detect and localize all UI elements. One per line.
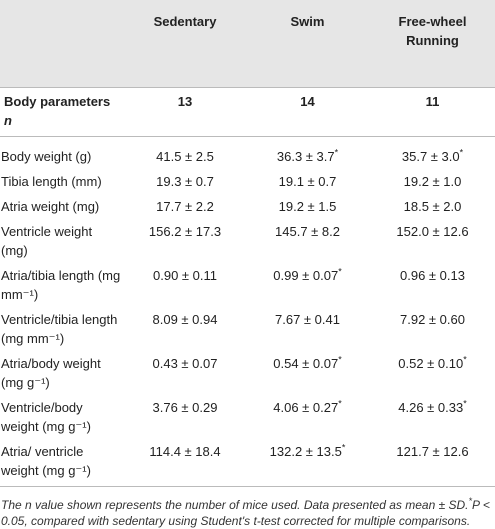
cell-value: 4.06 ± 0.27 [273,400,339,415]
cell-value: 0.90 ± 0.11 [153,268,217,283]
significance-mark: * [338,354,342,365]
table-cell: 0.43 ± 0.07 [125,351,245,395]
cell-value: 7.92 ± 0.60 [400,312,465,327]
table-cell: 0.99 ± 0.07* [245,263,370,307]
cell-value: 114.4 ± 18.4 [149,444,221,459]
row-label: Ventricle weight (mg) [1,224,93,258]
table-cell: 17.7 ± 2.2 [125,194,245,219]
table-row: Tibia length (mm) 19.3 ± 0.7 19.1 ± 0.7 19.… [0,169,495,194]
header-row: Sedentary Swim Free-wheel Running [0,0,495,88]
table-cell: 7.92 ± 0.60 [370,307,495,351]
row-label: Ventricle/body weight (mg g⁻¹) [1,400,91,434]
cell-value: 19.3 ± 0.7 [156,174,214,189]
table-row: Atria/tibia length (mg mm⁻¹) 0.90 ± 0.11 0… [0,263,495,307]
cell-value: 36.3 ± 3.7 [276,149,335,164]
significance-mark: * [341,442,346,453]
footnote: The n value shown represents the number … [0,487,495,529]
table-cell: 156.2 ± 17.3 [125,219,245,263]
table-cell: 8.09 ± 0.94 [125,307,245,351]
column-header: Free-wheel Running [370,0,495,88]
cell-value: 35.7 ± 3.0 [401,149,460,164]
cell-value: 132.2 ± 13.5 [269,444,342,459]
table-row: Ventricle/tibia length (mg mm⁻¹) 8.09 ± 0… [0,307,495,351]
table-cell: 7.67 ± 0.41 [245,307,370,351]
table-cell: 0.54 ± 0.07* [245,351,370,395]
table-row: Atria/ ventricle weight (mg g⁻¹) 114.4 ± … [0,439,495,487]
table-cell: 132.2 ± 13.5* [245,439,370,487]
table-cell: 35.7 ± 3.0* [370,137,495,170]
footnote-text: The n value shown represents the number … [1,498,469,512]
table-body: Body weight (g) 41.5 ± 2.5 36.3 ± 3.7* 35.7… [0,137,495,487]
row-label: Atria/tibia length (mg mm⁻¹) [1,268,121,302]
n-row: Body parameters n 13 14 11 [0,87,495,137]
n-label-text: Body parameters [4,94,111,109]
significance-mark: * [338,266,342,277]
n-label: Body parameters n [0,87,125,137]
row-label: Body weight (g) [1,149,92,164]
cell-value: 145.7 ± 8.2 [275,224,340,239]
cell-value: 19.2 ± 1.5 [278,199,337,214]
table-cell: 19.2 ± 1.5 [245,194,370,219]
column-header: Swim [245,0,370,88]
table-row: Atria weight (mg) 17.7 ± 2.2 19.2 ± 1.5 18.… [0,194,495,219]
n-value: 11 [370,87,495,137]
table-row: Ventricle weight (mg) 156.2 ± 17.3 145.7 ±… [0,219,495,263]
cell-value: 18.5 ± 2.0 [403,199,462,214]
significance-mark: * [463,398,467,409]
table-cell: 18.5 ± 2.0 [370,194,495,219]
cell-value: 4.26 ± 0.33 [398,400,464,415]
table-cell: 0.52 ± 0.10* [370,351,495,395]
cell-value: 41.5 ± 2.5 [156,149,214,164]
table-cell: 0.96 ± 0.13 [370,263,495,307]
cell-value: 0.54 ± 0.07 [273,356,339,371]
table-cell: 114.4 ± 18.4 [125,439,245,487]
n-value: 14 [245,87,370,137]
n-value: 13 [125,87,245,137]
n-symbol: n [4,113,12,128]
cell-value: 156.2 ± 17.3 [148,224,222,239]
cell-value: 121.7 ± 12.6 [396,444,469,459]
cell-value: 8.09 ± 0.94 [152,312,218,327]
table-cell: 0.90 ± 0.11 [125,263,245,307]
table-cell: 121.7 ± 12.6 [370,439,495,487]
footnote-sup: * [468,496,473,506]
row-label: Ventricle/tibia length (mg mm⁻¹) [1,312,118,346]
table-cell: 19.1 ± 0.7 [245,169,370,194]
table-cell: 41.5 ± 2.5 [125,137,245,170]
table-cell: 4.06 ± 0.27* [245,395,370,439]
column-header: Sedentary [125,0,245,88]
cell-value: 152.0 ± 12.6 [396,224,469,239]
cell-value: 7.67 ± 0.41 [275,312,340,327]
row-label: Atria/body weight (mg g⁻¹) [1,356,101,390]
table-cell: 19.3 ± 0.7 [125,169,245,194]
cell-value: 0.43 ± 0.07 [152,356,218,371]
cell-value: 0.96 ± 0.13 [400,268,465,283]
table-cell: 3.76 ± 0.29 [125,395,245,439]
table-row: Ventricle/body weight (mg g⁻¹) 3.76 ± 0.2… [0,395,495,439]
cell-value: 3.76 ± 0.29 [152,400,218,415]
significance-mark: * [463,354,467,365]
row-label: Atria/ ventricle weight (mg g⁻¹) [0,439,125,487]
header-cell [0,0,125,88]
cell-value: 17.7 ± 2.2 [156,199,214,214]
significance-mark: * [338,398,342,409]
table-cell: 36.3 ± 3.7* [245,137,370,170]
significance-mark: * [334,147,339,158]
table-cell: 4.26 ± 0.33* [370,395,495,439]
table-cell: 145.7 ± 8.2 [245,219,370,263]
cell-value: 19.2 ± 1.0 [403,174,462,189]
table-cell: 19.2 ± 1.0 [370,169,495,194]
table-row: Atria/body weight (mg g⁻¹) 0.43 ± 0.07 0.5… [0,351,495,395]
cell-value: 19.1 ± 0.7 [278,174,337,189]
table-cell: 152.0 ± 12.6 [370,219,495,263]
cell-value: 0.52 ± 0.10 [398,356,464,371]
row-label: Atria weight (mg) [1,199,100,214]
significance-mark: * [459,147,464,158]
cell-value: 0.99 ± 0.07 [273,268,339,283]
table-row: Body weight (g) 41.5 ± 2.5 36.3 ± 3.7* 35.7… [0,137,495,170]
data-table: Sedentary Swim Free-wheel Running Body par… [0,0,495,487]
row-label: Tibia length (mm) [1,174,102,189]
